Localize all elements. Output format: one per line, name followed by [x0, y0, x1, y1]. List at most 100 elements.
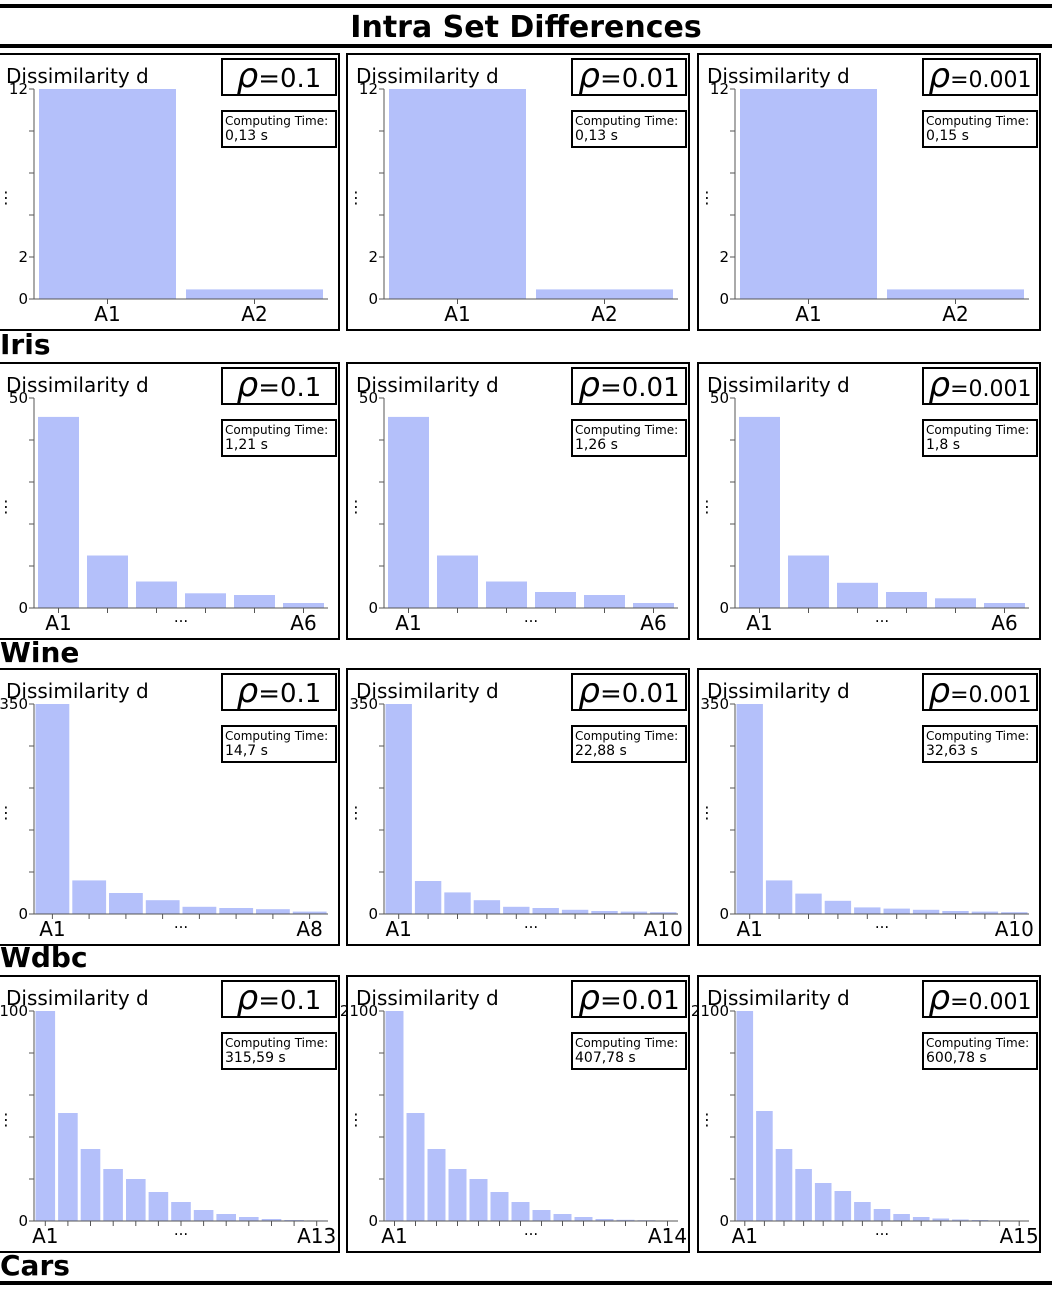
y-tick-label: 0: [18, 905, 28, 923]
bottom-rule: [0, 1281, 1052, 1285]
chart-panel-wine-1: 0 50 ⋮ A1 A6... Dissimilarity d ρ=0.1 Computing…: [0, 362, 340, 640]
dataset-label-iris: Iris: [0, 328, 51, 361]
bar: [795, 893, 822, 914]
time-value: 32,63 s: [926, 743, 978, 759]
dataset-label-wine: Wine: [0, 636, 80, 669]
rho-box: [922, 673, 1038, 711]
rho-label: ρ=0.001: [928, 978, 1031, 1018]
y-axis-break: ⋮: [699, 497, 715, 516]
y-tick-label: 0: [368, 905, 378, 923]
y-axis-label: Dissimilarity d: [356, 679, 499, 703]
x-tick-label: A1: [94, 302, 120, 326]
time-label: Computing Time:: [225, 423, 328, 437]
bar: [148, 1192, 169, 1221]
bar: [261, 1219, 282, 1221]
rho-box: [571, 58, 687, 96]
y-tick-label: 0: [368, 599, 378, 617]
bar: [234, 595, 275, 608]
bar: [883, 908, 910, 914]
rho-value: =0.1: [258, 64, 321, 94]
bar: [193, 1210, 214, 1221]
bar: [912, 909, 940, 914]
bar: [35, 1011, 56, 1221]
time-value: 600,78 s: [926, 1050, 987, 1066]
x-tick-label: A1: [39, 917, 65, 941]
rho-label: ρ=0.1: [237, 365, 322, 405]
x-axis-ellipsis: ...: [524, 914, 538, 932]
bar: [216, 1214, 236, 1221]
time-box: [221, 1032, 337, 1070]
y-tick-label: 2: [368, 248, 378, 266]
bar: [535, 592, 576, 608]
rho-label: ρ=0.01: [578, 56, 679, 96]
x-tick-label: A8: [296, 917, 322, 941]
bar: [1001, 912, 1028, 914]
bar: [283, 603, 324, 608]
x-tick-label: A14: [648, 1224, 687, 1248]
y-axis-break: ⋮: [0, 188, 14, 207]
bar: [87, 555, 128, 608]
x-tick-label: A10: [995, 917, 1034, 941]
bar: [584, 595, 625, 608]
rho-box: [221, 58, 337, 96]
bar: [553, 1214, 572, 1221]
bar: [591, 911, 618, 914]
time-value: 1,8 s: [926, 437, 960, 453]
rho-label: ρ=0.001: [928, 365, 1031, 405]
y-tick-label: 0: [18, 290, 28, 308]
y-axis-label: Dissimilarity d: [6, 373, 149, 397]
x-tick-label: A1: [32, 1224, 58, 1248]
chart-panel-wdbc-1: 0 350 ⋮ A1 A8... Dissimilarity d ρ=0.1 Computin…: [0, 668, 340, 946]
rho-label: ρ=0.1: [237, 671, 322, 711]
y-tick-label: 350: [349, 695, 378, 713]
rho-box: [221, 980, 337, 1018]
panel-frame: [0, 975, 340, 1253]
bar: [389, 89, 526, 299]
x-tick-label: A1: [395, 611, 421, 635]
x-tick-label: A15: [1000, 1224, 1039, 1248]
y-axis-label: Dissimilarity d: [6, 64, 149, 88]
x-axis-ellipsis: ...: [875, 914, 889, 932]
time-label: Computing Time:: [575, 729, 678, 743]
x-tick-label: A13: [297, 1224, 336, 1248]
time-value: 22,88 s: [575, 743, 627, 759]
time-label: Computing Time:: [575, 423, 678, 437]
bar: [756, 1111, 773, 1221]
y-axis-label: Dissimilarity d: [707, 679, 850, 703]
time-box: [571, 419, 687, 457]
y-axis-break: ⋮: [699, 188, 715, 207]
chart-panel-wine-3: 0 50 ⋮ A1 A6... Dissimilarity d ρ=0.001 Computi…: [697, 362, 1041, 640]
y-axis-label: Dissimilarity d: [707, 986, 850, 1010]
time-label: Computing Time:: [926, 114, 1029, 128]
x-tick-label: A1: [444, 302, 470, 326]
bar: [486, 581, 527, 608]
y-tick-label: 50: [9, 389, 28, 407]
bar: [58, 1113, 78, 1221]
rho-value: =0.01: [600, 373, 680, 403]
y-axis-label: Dissimilarity d: [356, 64, 499, 88]
bar: [935, 598, 976, 608]
y-tick-label: 12: [359, 80, 378, 98]
time-box: [922, 1032, 1038, 1070]
bar: [616, 1219, 635, 1221]
bar: [984, 603, 1025, 608]
bar: [932, 1218, 950, 1221]
rho-value: =0.01: [600, 64, 680, 94]
bar: [136, 581, 177, 608]
y-tick-label: 50: [710, 389, 729, 407]
y-tick-label: 0: [719, 290, 729, 308]
bar: [765, 880, 793, 914]
x-tick-label: A6: [290, 611, 316, 635]
y-tick-label: 2100: [0, 1002, 28, 1020]
y-tick-label: 0: [719, 905, 729, 923]
bar: [788, 555, 829, 608]
rho-box: [571, 673, 687, 711]
bar: [490, 1192, 509, 1221]
rho-symbol: ρ: [237, 365, 259, 405]
y-tick-label: 0: [368, 290, 378, 308]
rho-symbol: ρ: [578, 365, 600, 405]
x-tick-label: A1: [795, 302, 821, 326]
x-tick-label: A2: [942, 302, 968, 326]
x-tick-label: A6: [640, 611, 666, 635]
bar: [971, 911, 999, 914]
